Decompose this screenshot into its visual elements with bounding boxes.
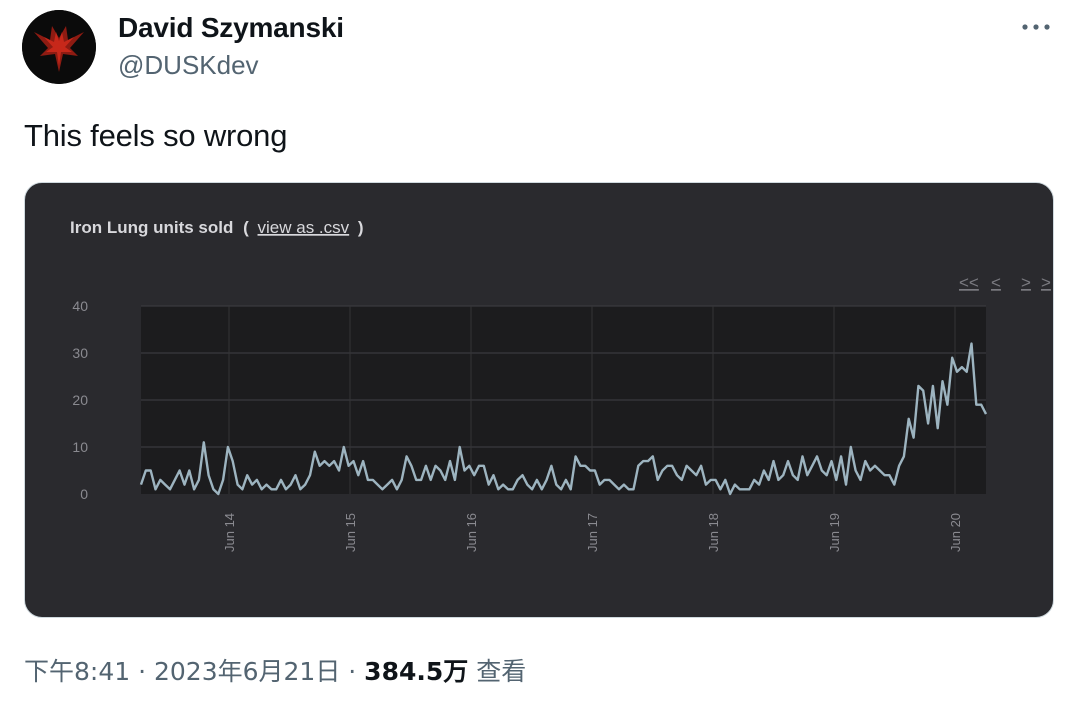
nav-prev-button[interactable]: <	[991, 273, 1001, 292]
y-tick-label: 0	[80, 486, 88, 502]
x-tick-label: Jun 18	[706, 513, 721, 552]
tweet-time[interactable]: 下午8:41	[24, 657, 131, 686]
series-line	[139, 342, 988, 496]
views-count[interactable]: 384.5万	[364, 657, 469, 686]
red-demon-logo-icon	[22, 10, 96, 84]
x-tick-label: Jun 14	[222, 513, 237, 552]
chart-title-paren-open: (	[243, 218, 249, 237]
y-tick-label: 10	[72, 439, 88, 455]
author-handle[interactable]: @DUSKdev	[118, 50, 259, 80]
meta-separator: ·	[340, 657, 365, 686]
y-tick-label: 40	[72, 298, 88, 314]
x-tick-label: Jun 15	[343, 513, 358, 552]
svg-text:Iron Lung units sold (: Iron Lung units sold ( view as .csv )	[70, 218, 364, 237]
nav-last-button[interactable]: >	[1041, 273, 1051, 292]
tweet-date[interactable]: 2023年6月21日	[153, 657, 341, 686]
avatar[interactable]	[22, 10, 96, 84]
nav-next-button[interactable]: >	[1021, 273, 1031, 292]
x-tick-label: Jun 20	[948, 513, 963, 552]
x-tick-label: Jun 17	[585, 513, 600, 552]
view-csv-link[interactable]: view as .csv	[258, 218, 350, 237]
chart-title-paren-close: )	[358, 218, 364, 237]
tweet-metadata: 下午8:41 · 2023年6月21日 · 384.5万 查看	[24, 652, 526, 688]
more-dots-icon	[1022, 24, 1050, 30]
nav-first-button[interactable]: <<	[959, 273, 979, 292]
y-tick-label: 20	[72, 392, 88, 408]
x-tick-label: Jun 16	[464, 513, 479, 552]
more-options-button[interactable]	[1018, 14, 1054, 40]
tweet-text: This feels so wrong	[24, 118, 288, 153]
views-label: 查看	[468, 657, 527, 686]
y-tick-label: 30	[72, 345, 88, 361]
units-sold-chart: Iron Lung units sold ( view as .csv ) <<…	[70, 218, 1051, 552]
tweet-media-image[interactable]: Iron Lung units sold ( view as .csv ) <<…	[24, 182, 1054, 618]
author-display-name[interactable]: David Szymanski	[118, 12, 344, 43]
chart-title: Iron Lung units sold	[70, 218, 233, 237]
x-tick-label: Jun 19	[827, 513, 842, 552]
meta-separator: ·	[130, 657, 154, 686]
